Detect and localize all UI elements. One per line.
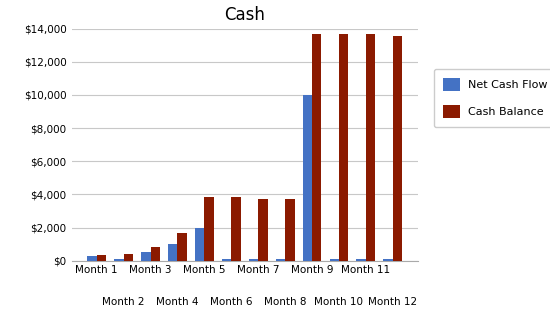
Bar xyxy=(141,252,151,261)
Bar xyxy=(249,259,258,261)
Bar xyxy=(383,259,393,261)
Bar xyxy=(205,197,214,261)
Bar xyxy=(366,34,375,261)
Text: Month 12: Month 12 xyxy=(368,297,417,307)
Text: Month 4: Month 4 xyxy=(156,297,199,307)
Bar xyxy=(339,34,348,261)
Bar xyxy=(87,256,97,261)
Bar xyxy=(329,259,339,261)
Text: Month 8: Month 8 xyxy=(264,297,306,307)
Bar xyxy=(356,259,366,261)
Text: Month 10: Month 10 xyxy=(315,297,364,307)
Bar xyxy=(258,198,268,261)
Bar xyxy=(168,244,178,261)
Bar xyxy=(285,199,295,261)
Bar xyxy=(232,197,241,261)
Bar xyxy=(276,259,285,261)
Legend: Net Cash Flow, Cash Balance: Net Cash Flow, Cash Balance xyxy=(434,69,550,127)
Bar xyxy=(195,228,205,261)
Bar xyxy=(393,36,402,261)
Bar xyxy=(124,254,133,261)
Bar xyxy=(222,259,232,261)
Text: Month 2: Month 2 xyxy=(102,297,145,307)
Bar xyxy=(114,259,124,261)
Title: Cash: Cash xyxy=(224,6,265,24)
Bar xyxy=(151,247,160,261)
Bar xyxy=(97,255,106,261)
Bar xyxy=(178,232,187,261)
Text: Month 6: Month 6 xyxy=(210,297,252,307)
Bar xyxy=(312,34,322,261)
Bar xyxy=(302,95,312,261)
